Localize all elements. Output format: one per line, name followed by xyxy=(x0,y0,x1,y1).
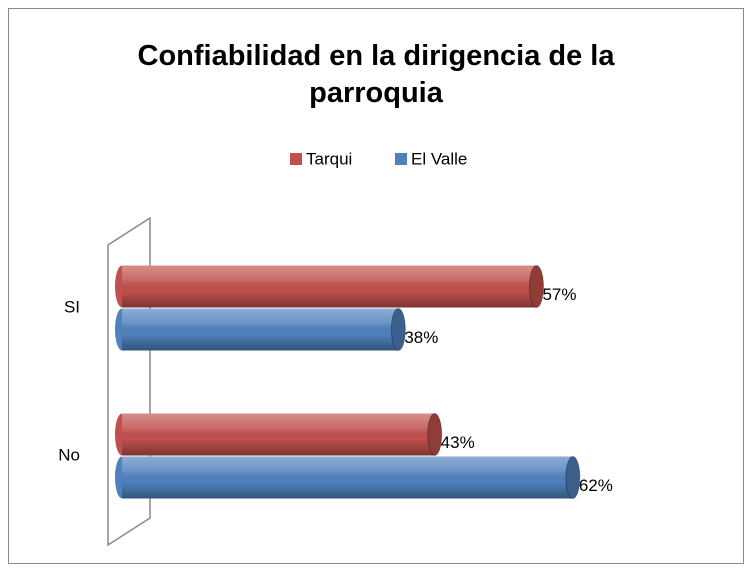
bar-cap-shade xyxy=(529,265,544,308)
chart-frame xyxy=(8,8,744,564)
data-label: 43% xyxy=(441,433,475,452)
bar-shade xyxy=(122,265,537,308)
legend-label: El Valle xyxy=(411,149,467,168)
data-label: 62% xyxy=(579,476,613,495)
y-tick-label: SI xyxy=(64,297,80,316)
y-tick-label: No xyxy=(58,445,80,464)
chart-wall xyxy=(107,216,151,547)
data-label: 57% xyxy=(542,285,576,304)
data-label: 38% xyxy=(404,328,438,347)
bar-cap-shade xyxy=(565,456,580,499)
bar-cap xyxy=(565,456,581,499)
legend-label: Tarqui xyxy=(306,149,352,168)
bar-cap xyxy=(427,413,443,456)
bar-cap-shade xyxy=(427,413,442,456)
chart-title: Confiabilidad en la dirigencia de la par… xyxy=(137,40,615,109)
legend-swatch xyxy=(290,153,302,165)
bar-cap-shade xyxy=(391,308,406,351)
bar-cap xyxy=(528,265,544,308)
bar-shade xyxy=(122,456,573,499)
bar-shade xyxy=(122,308,399,351)
bar-shade xyxy=(122,413,435,456)
legend-swatch xyxy=(395,153,407,165)
bar-cap xyxy=(390,308,406,351)
